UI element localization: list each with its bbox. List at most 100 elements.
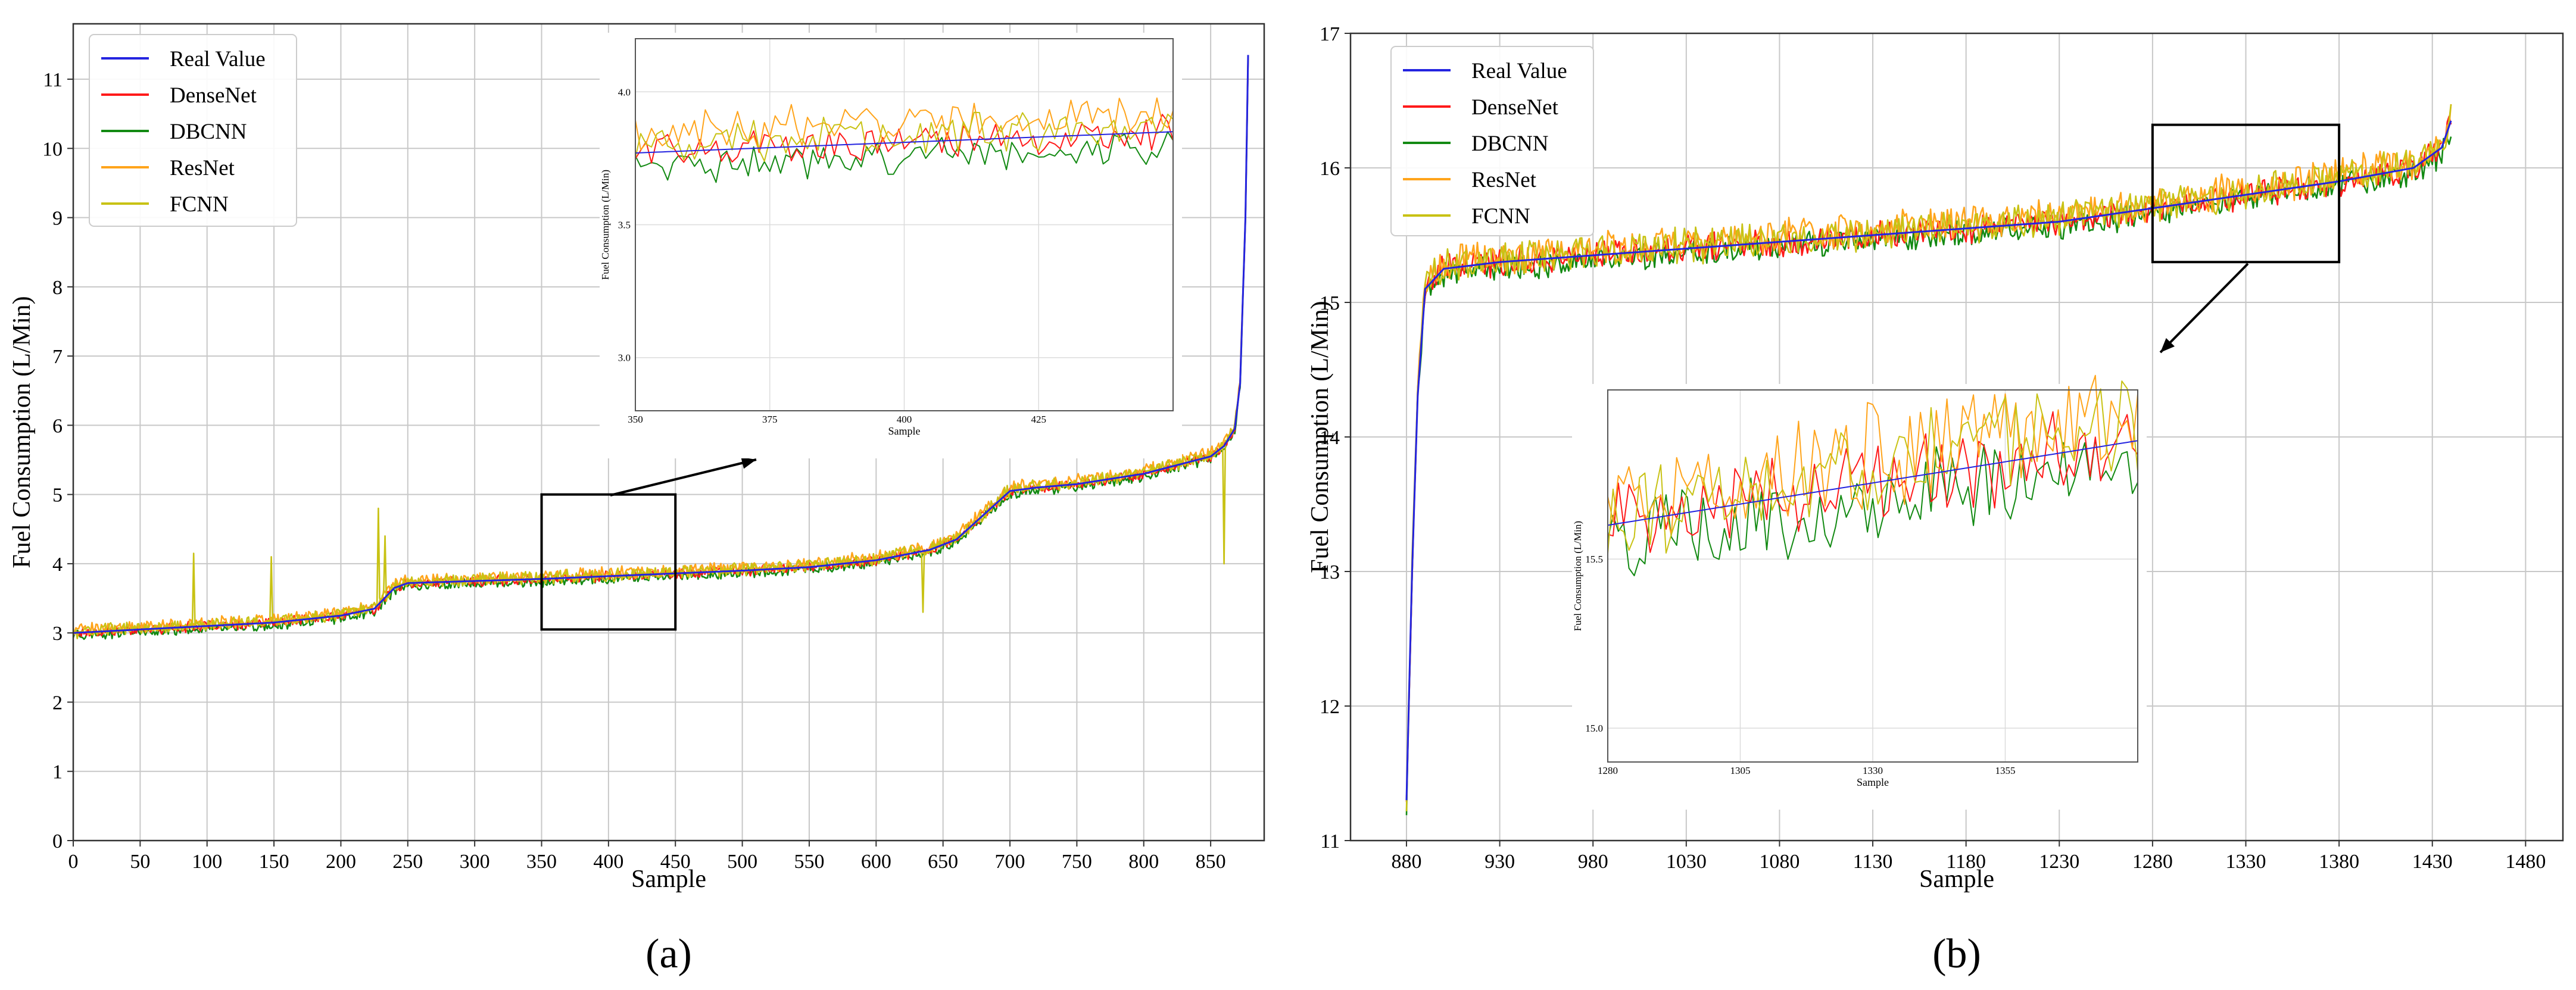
x-tick-label: 350 — [526, 851, 557, 873]
y-tick-label: 16 — [1320, 158, 1340, 180]
y-tick-label: 7 — [52, 346, 63, 368]
inset-y-axis-label: Fuel Consumption (L/Min) — [1572, 521, 1583, 631]
x-tick-label: 980 — [1578, 851, 1608, 873]
x-tick-label: 1480 — [2505, 851, 2546, 873]
inset-x-tick-label: 425 — [1031, 414, 1047, 425]
x-tick-label: 650 — [928, 851, 958, 873]
y-tick-label: 4 — [52, 554, 63, 576]
inset-x-tick-label: 1280 — [1598, 765, 1618, 776]
y-tick-label: 11 — [1320, 830, 1340, 852]
plot-frame — [72, 23, 1265, 842]
x-tick-label: 100 — [192, 851, 222, 873]
zoom-arrow-head — [741, 457, 756, 469]
x-tick-label: 1280 — [2132, 851, 2173, 873]
x-tick-label: 500 — [727, 851, 757, 873]
x-tick-label: 1430 — [2412, 851, 2453, 873]
x-tick-label: 400 — [593, 851, 623, 873]
inset: 1280 1305 1330 1355 15.0 15.5 Sample Fuel Consu… — [1572, 374, 2147, 810]
series-line-real-value — [1405, 120, 2452, 801]
inset-x-tick-label: 375 — [762, 414, 778, 425]
inset-series-line-fcnn — [1607, 380, 2138, 554]
inset-series-line-dbcnn — [635, 131, 1174, 183]
series-line-real-value — [73, 55, 1249, 634]
x-tick-label: 200 — [326, 851, 356, 873]
x-tick-label: 850 — [1196, 851, 1226, 873]
panel-b: 880 930 980 1030 1080 1130 1180 1230 1280 1330 138… — [1306, 23, 2564, 977]
inset-x-tick-label: 1355 — [1995, 765, 2016, 776]
x-tick-label: 450 — [660, 851, 691, 873]
legend-label: Real Value — [1471, 59, 1567, 83]
zoom-box — [540, 493, 677, 631]
zoom-box — [2151, 123, 2341, 264]
series-group — [73, 55, 1249, 640]
panel-label: (a) — [645, 931, 692, 977]
inset-x-axis-label: Sample — [1857, 776, 1889, 788]
y-tick-label: 8 — [52, 277, 63, 299]
inset-x-axis-label: Sample — [888, 425, 921, 437]
y-tick-label: 6 — [52, 415, 63, 437]
zoom-arrow — [610, 458, 757, 496]
x-tick-label: 50 — [130, 851, 150, 873]
inset-x-tick-label: 350 — [628, 414, 643, 425]
x-tick-label: 1030 — [1666, 851, 1707, 873]
x-tick-label: 300 — [460, 851, 490, 873]
inset-frame — [1607, 389, 2138, 763]
x-tick-label: 0 — [68, 851, 79, 873]
y-tick-label: 3 — [52, 623, 63, 645]
x-tick-label: 930 — [1485, 851, 1515, 873]
legend-label: ResNet — [1471, 168, 1537, 192]
series-group — [1405, 104, 2452, 816]
inset-series-line-real-value — [635, 131, 1174, 154]
y-tick-label: 2 — [52, 692, 63, 714]
x-tick-label: 250 — [392, 851, 423, 873]
x-tick-label: 1080 — [1759, 851, 1800, 873]
inset-series-line-real-value — [1607, 440, 2138, 526]
panel-label: (b) — [1932, 931, 1981, 977]
x-tick-label: 1130 — [1853, 851, 1893, 873]
inset-series-line-densenet — [1607, 411, 2138, 553]
inset-x-tick-label: 1305 — [1730, 765, 1751, 776]
x-tick-label: 1380 — [2319, 851, 2359, 873]
inset-y-tick-label: 15.5 — [1585, 554, 1603, 565]
inset-frame — [635, 38, 1174, 411]
legend-label: DenseNet — [1471, 95, 1559, 120]
x-tick-label: 800 — [1128, 851, 1159, 873]
y-tick-label: 5 — [52, 485, 63, 507]
inset-series-line-resnet — [1607, 374, 2138, 536]
legend-label: FCNN — [1471, 204, 1530, 229]
x-tick-label: 1330 — [2226, 851, 2266, 873]
inset-y-axis-label: Fuel Consumption (L/Min) — [600, 170, 611, 280]
y-tick-label: 9 — [52, 208, 63, 230]
inset-x-tick-label: 1330 — [1863, 765, 1883, 776]
y-axis-label: Fuel Consumption (L/Min) — [1306, 301, 1334, 573]
x-tick-label: 1230 — [2039, 851, 2079, 873]
y-tick-label: 11 — [43, 69, 63, 91]
x-axis-label: Sample — [1919, 866, 1994, 893]
zoom-arrow — [2159, 263, 2249, 354]
y-tick-label: 0 — [52, 830, 63, 852]
legend-label: ResNet — [170, 156, 235, 180]
inset-series-line-dbcnn — [1607, 438, 2138, 576]
series-line-fcnn — [1405, 104, 2452, 811]
y-tick-label: 12 — [1320, 696, 1340, 718]
legend-label: DBCNN — [1471, 132, 1549, 156]
legend-label: Real Value — [170, 47, 266, 71]
panel-a: 0 50 100 150 200 250 300 350 400 450 500 550 600 650 7… — [8, 23, 1265, 977]
x-tick-label: 600 — [861, 851, 891, 873]
zoom-arrow-head — [2160, 338, 2175, 352]
y-tick-label: 1 — [52, 761, 63, 783]
legend-label: FCNN — [170, 192, 229, 217]
inset-background — [600, 33, 1182, 458]
inset: 350 375 400 425 3.0 3.5 4.0 Sample Fuel Consumpt… — [600, 33, 1182, 458]
y-tick-label: 17 — [1320, 23, 1340, 45]
inset-x-tick-label: 400 — [897, 414, 912, 425]
legend-label: DBCNN — [170, 120, 247, 144]
y-axis-label: Fuel Consumption (L/Min) — [8, 296, 36, 568]
inset-series-line-resnet — [635, 97, 1174, 151]
legend-label: DenseNet — [170, 83, 257, 108]
legend-box — [1390, 46, 1594, 236]
y-tick-label: 15 — [1320, 292, 1340, 314]
inset-y-tick-label: 4.0 — [618, 86, 631, 98]
y-tick-label: 13 — [1320, 561, 1340, 583]
